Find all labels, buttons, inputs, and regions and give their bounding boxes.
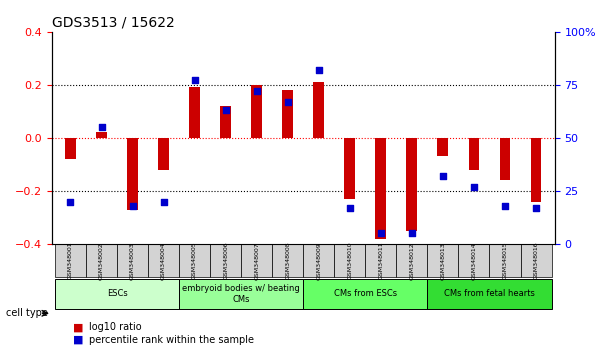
Point — [221, 107, 230, 113]
Text: percentile rank within the sample: percentile rank within the sample — [89, 335, 254, 345]
FancyBboxPatch shape — [241, 244, 273, 277]
Bar — [469, 138, 480, 170]
Text: CMs from ESCs: CMs from ESCs — [334, 289, 397, 298]
FancyBboxPatch shape — [273, 244, 303, 277]
Text: GSM348013: GSM348013 — [441, 242, 445, 280]
Text: GSM348014: GSM348014 — [472, 242, 477, 280]
Bar — [189, 87, 200, 138]
Bar — [127, 138, 138, 210]
Text: GSM348006: GSM348006 — [223, 242, 228, 279]
Text: GSM348016: GSM348016 — [533, 242, 538, 279]
Text: GSM348002: GSM348002 — [99, 242, 104, 280]
Point — [438, 173, 448, 179]
Bar — [375, 138, 386, 239]
FancyBboxPatch shape — [334, 244, 365, 277]
FancyBboxPatch shape — [179, 279, 303, 309]
Bar — [500, 138, 510, 180]
FancyBboxPatch shape — [86, 244, 117, 277]
Text: GSM348008: GSM348008 — [285, 242, 290, 279]
Bar — [345, 138, 355, 199]
Point — [190, 78, 200, 83]
FancyBboxPatch shape — [521, 244, 552, 277]
Point — [128, 203, 137, 209]
Point — [345, 205, 355, 211]
FancyBboxPatch shape — [179, 244, 210, 277]
Text: log10 ratio: log10 ratio — [89, 322, 141, 332]
Text: ■: ■ — [73, 322, 84, 332]
FancyBboxPatch shape — [210, 244, 241, 277]
FancyBboxPatch shape — [365, 244, 397, 277]
Point — [65, 199, 75, 204]
Bar — [220, 106, 231, 138]
Text: GSM348010: GSM348010 — [347, 242, 353, 279]
Bar — [406, 138, 417, 231]
FancyBboxPatch shape — [428, 279, 552, 309]
Point — [376, 230, 386, 236]
Text: CMs from fetal hearts: CMs from fetal hearts — [444, 289, 535, 298]
Text: GDS3513 / 15622: GDS3513 / 15622 — [52, 15, 175, 29]
Bar — [282, 90, 293, 138]
Text: GSM348007: GSM348007 — [254, 242, 259, 280]
Point — [407, 230, 417, 236]
Bar — [158, 138, 169, 170]
Point — [314, 67, 324, 73]
Text: GSM348001: GSM348001 — [68, 242, 73, 279]
Text: GSM348003: GSM348003 — [130, 242, 135, 280]
Text: GSM348015: GSM348015 — [502, 242, 508, 279]
Point — [252, 88, 262, 94]
Text: GSM348009: GSM348009 — [316, 242, 321, 280]
Point — [469, 184, 479, 189]
Point — [500, 203, 510, 209]
Text: GSM348005: GSM348005 — [192, 242, 197, 279]
FancyBboxPatch shape — [428, 244, 458, 277]
FancyBboxPatch shape — [303, 279, 428, 309]
FancyBboxPatch shape — [117, 244, 148, 277]
FancyBboxPatch shape — [397, 244, 428, 277]
Text: GSM348004: GSM348004 — [161, 242, 166, 280]
Text: ■: ■ — [73, 335, 84, 345]
Text: GSM348012: GSM348012 — [409, 242, 414, 280]
Bar — [313, 82, 324, 138]
FancyBboxPatch shape — [55, 244, 86, 277]
Bar — [530, 138, 541, 201]
Bar — [437, 138, 448, 156]
Point — [531, 205, 541, 211]
Point — [283, 99, 293, 104]
Text: ESCs: ESCs — [107, 289, 128, 298]
FancyBboxPatch shape — [458, 244, 489, 277]
Bar — [96, 132, 107, 138]
FancyBboxPatch shape — [55, 279, 179, 309]
Bar — [251, 85, 262, 138]
Point — [97, 124, 106, 130]
Bar — [65, 138, 76, 159]
Text: embryoid bodies w/ beating
CMs: embryoid bodies w/ beating CMs — [182, 284, 300, 303]
Text: cell type: cell type — [6, 308, 48, 318]
FancyBboxPatch shape — [148, 244, 179, 277]
FancyBboxPatch shape — [303, 244, 334, 277]
Text: GSM348011: GSM348011 — [378, 242, 383, 279]
FancyBboxPatch shape — [489, 244, 521, 277]
Point — [159, 199, 169, 204]
